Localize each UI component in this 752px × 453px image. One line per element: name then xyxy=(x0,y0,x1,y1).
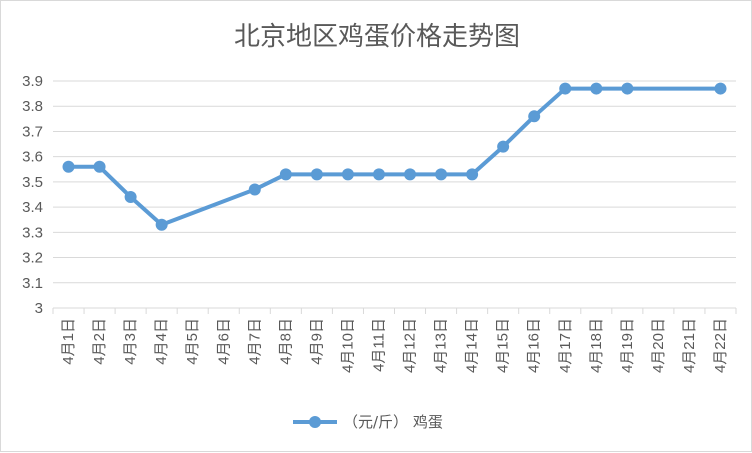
y-tick-label: 3.9 xyxy=(22,73,43,90)
data-point xyxy=(528,110,541,123)
data-point xyxy=(124,191,137,204)
x-tick-label: 4月22日 xyxy=(712,318,729,373)
y-tick-label: 3.8 xyxy=(22,98,43,115)
x-tick-label: 4月14日 xyxy=(464,318,481,373)
x-axis: 4月1日 4月2日 4月3日 4月4日 4月5日 4月6日 4月7日 4月8日 4月9日 4月10… xyxy=(52,308,737,373)
legend-dot-marker xyxy=(309,416,321,428)
x-tick-label: 4月11日 xyxy=(370,318,387,372)
chart-title: 北京地区鸡蛋价格走势图 xyxy=(234,22,520,52)
data-point xyxy=(714,82,727,95)
x-tick-label: 4月2日 xyxy=(91,318,108,365)
data-point xyxy=(466,168,479,181)
legend-label: （元/斤） 鸡蛋 xyxy=(343,413,443,431)
x-tick-label: 4月8日 xyxy=(277,318,294,365)
x-tick-label: 4月20日 xyxy=(650,318,667,373)
x-tick-label: 4月7日 xyxy=(246,318,263,365)
data-point xyxy=(279,168,292,181)
x-tick-label: 4月19日 xyxy=(619,318,636,373)
data-point xyxy=(590,82,603,95)
x-tick-label: 4月18日 xyxy=(588,318,605,373)
data-point xyxy=(559,82,572,95)
y-tick-label: 3.5 xyxy=(22,174,43,191)
data-point xyxy=(497,140,510,153)
x-tick-label: 4月3日 xyxy=(122,318,139,365)
x-tick-label: 4月6日 xyxy=(215,318,232,365)
data-point xyxy=(621,82,634,95)
data-point xyxy=(372,168,385,181)
y-axis: 3 3.1 3.2 3.3 3.4 3.5 3.6 3.7 3.8 3.9 xyxy=(22,73,43,317)
y-tick-label: 3.6 xyxy=(22,149,43,166)
y-tick-label: 3.7 xyxy=(22,123,43,140)
y-tick-label: 3 xyxy=(35,300,43,317)
x-tick-label: 4月5日 xyxy=(184,318,201,365)
data-point xyxy=(435,168,448,181)
y-tick-label: 3.3 xyxy=(22,224,43,241)
y-tick-label: 3.1 xyxy=(22,275,43,292)
x-tick-label: 4月10日 xyxy=(339,318,356,373)
x-tick-label: 4月12日 xyxy=(402,318,419,373)
data-point xyxy=(62,160,75,173)
x-tick-label: 4月9日 xyxy=(308,318,325,365)
gridlines xyxy=(53,80,736,309)
series-layer xyxy=(62,82,727,231)
data-point xyxy=(404,168,417,181)
x-tick-label: 4月16日 xyxy=(526,318,543,373)
legend: （元/斤） 鸡蛋 xyxy=(293,413,443,431)
y-tick-label: 3.2 xyxy=(22,250,43,267)
x-tick-label: 4月17日 xyxy=(557,318,574,373)
x-tick-label: 4月4日 xyxy=(153,318,170,365)
data-point xyxy=(93,160,106,173)
x-tick-label: 4月13日 xyxy=(433,318,450,373)
data-point xyxy=(341,168,354,181)
data-point xyxy=(155,218,168,231)
data-point xyxy=(310,168,323,181)
x-tick-label: 4月1日 xyxy=(60,318,77,365)
data-point xyxy=(248,183,261,196)
y-tick-label: 3.4 xyxy=(22,199,43,216)
x-tick-label: 4月21日 xyxy=(681,318,698,373)
x-tick-label: 4月15日 xyxy=(495,318,512,373)
